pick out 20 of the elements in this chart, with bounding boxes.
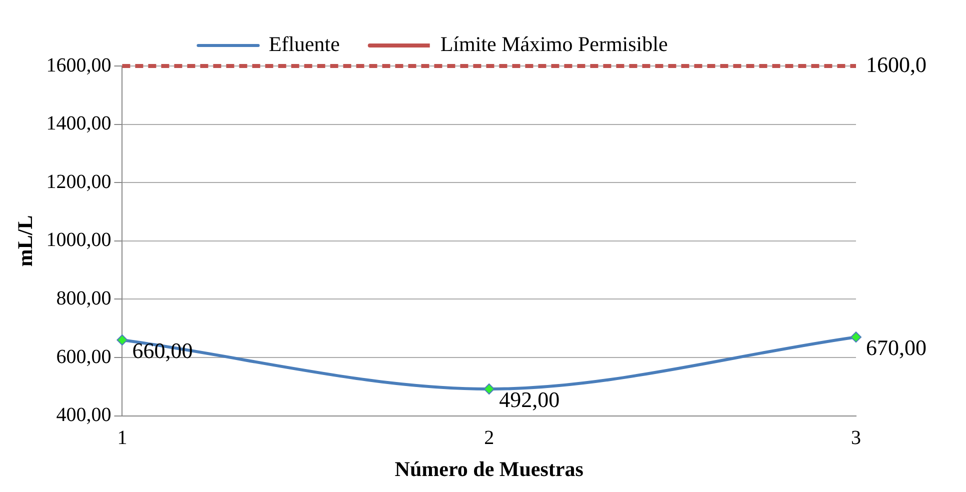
legend-label: Efluente	[268, 32, 340, 56]
data-label: 1600,0	[866, 52, 926, 77]
x-tick-label: 1	[117, 427, 128, 450]
x-axis-title: Número de Muestras	[394, 456, 584, 481]
y-axis-title: mL/L	[13, 215, 38, 267]
data-label: 492,00	[499, 386, 560, 412]
point	[850, 332, 862, 343]
point	[484, 383, 495, 394]
y-tick-label: 600,00	[56, 346, 112, 368]
y-tick-label: 800,00	[56, 287, 112, 310]
y-tick-label: 1200,00	[46, 170, 112, 193]
x-tick-label: 3	[851, 427, 861, 450]
point	[116, 334, 128, 346]
x-tick-label: 2	[484, 427, 494, 450]
y-tick-label: 1400,00	[46, 112, 112, 135]
data-label: 670,00	[866, 334, 926, 360]
y-tick-label: 1000,00	[46, 229, 112, 252]
y-tick-label: 1600,00	[46, 54, 112, 76]
legend-label: Límite Máximo Permisible	[440, 32, 668, 56]
y-tick-label: 400,00	[56, 404, 112, 426]
